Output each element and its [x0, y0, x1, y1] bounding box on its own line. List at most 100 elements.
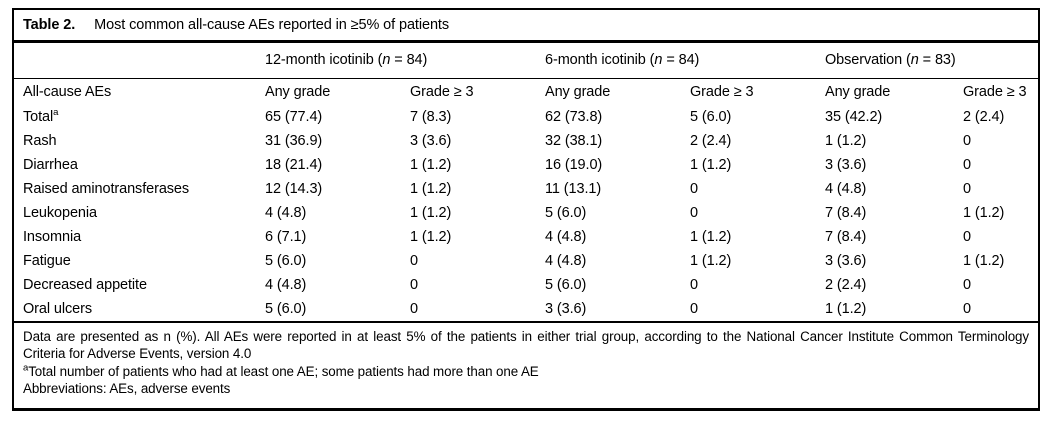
table-row: Rash 31 (36.9) 3 (3.6) 32 (38.1) 2 (2.4)… — [14, 129, 1038, 153]
column-header-grade-ge-3: Grade ≥ 3 — [690, 83, 754, 100]
table-cell: 16 (19.0) — [545, 156, 603, 173]
table-body: Totala 65 (77.4) 7 (8.3) 62 (73.8) 5 (6.… — [14, 105, 1038, 323]
table-cell: 0 — [963, 180, 971, 197]
table-cell: 5 (6.0) — [265, 252, 307, 269]
table-cell: 0 — [690, 300, 698, 317]
table-cell: 5 (6.0) — [545, 276, 587, 293]
table-cell: 4 (4.8) — [545, 252, 587, 269]
group-header-text: = 83) — [918, 52, 956, 69]
table-cell: 32 (38.1) — [545, 132, 603, 149]
column-header-grade-ge-3: Grade ≥ 3 — [410, 83, 474, 100]
column-header-all-cause-aes: All-cause AEs — [23, 83, 112, 100]
row-label: Decreased appetite — [14, 277, 265, 293]
table-cell: 4 (4.8) — [265, 276, 307, 293]
row-label-text: Diarrhea — [23, 156, 78, 173]
table-cell: 6 (7.1) — [265, 228, 307, 245]
table-cell: 0 — [690, 204, 698, 221]
table-cell: 1 (1.2) — [825, 132, 867, 149]
row-label: Leukopenia — [14, 205, 265, 221]
table-cell: 1 (1.2) — [690, 252, 732, 269]
superscript: a — [53, 106, 59, 118]
column-header-any-grade: Any grade — [545, 83, 611, 100]
table-cell: 0 — [410, 300, 418, 317]
group-header-text: Observation ( — [825, 52, 911, 69]
table-cell: 7 (8.4) — [825, 204, 867, 221]
table-cell: 3 (3.6) — [410, 132, 452, 149]
row-label: Totala — [14, 106, 265, 125]
row-label-text: Oral ulcers — [23, 300, 92, 317]
table-cell: 18 (21.4) — [265, 156, 323, 173]
group-header-text: 6-month icotinib ( — [545, 52, 655, 69]
row-label-text: Raised aminotransferases — [23, 180, 190, 197]
row-label-text: Total — [23, 108, 54, 125]
table-cell: 4 (4.8) — [825, 180, 867, 197]
table-cell: 3 (3.6) — [545, 300, 587, 317]
group-header-12-month: 12-month icotinib (n = 84) — [265, 52, 545, 68]
table-row: Decreased appetite 4 (4.8) 0 5 (6.0) 0 2… — [14, 273, 1038, 297]
group-header-observation: Observation (n = 83) — [825, 52, 1038, 68]
row-label: Diarrhea — [14, 157, 265, 173]
table-caption: Table 2. Most common all-cause AEs repor… — [14, 10, 1038, 43]
table-cell: 0 — [963, 276, 971, 293]
table-cell: 5 (6.0) — [690, 108, 732, 125]
table-cell: 62 (73.8) — [545, 108, 603, 125]
table-cell: 35 (42.2) — [825, 108, 883, 125]
row-label: Rash — [14, 133, 265, 149]
table-number-label: Table 2. — [23, 17, 76, 33]
row-label-text: Decreased appetite — [23, 276, 147, 293]
table-cell: 1 (1.2) — [410, 156, 452, 173]
table-cell: 12 (14.3) — [265, 180, 323, 197]
row-label: Fatigue — [14, 253, 265, 269]
superscript: a — [23, 362, 29, 374]
footnote-a-text: Total number of patients who had at leas… — [28, 363, 539, 379]
table-cell: 0 — [963, 132, 971, 149]
group-header-text: 12-month icotinib ( — [265, 52, 383, 69]
group-header-6-month: 6-month icotinib (n = 84) — [545, 52, 825, 68]
table-cell: 1 (1.2) — [410, 204, 452, 221]
table-cell: 1 (1.2) — [963, 252, 1005, 269]
column-header-grade-ge-3: Grade ≥ 3 — [963, 83, 1027, 100]
group-header-text: = 84) — [662, 52, 700, 69]
footnote-a: aTotal number of patients who had at lea… — [23, 363, 1029, 381]
group-header-n: n — [382, 52, 391, 69]
row-label-text: Leukopenia — [23, 204, 97, 221]
table-cell: 0 — [410, 276, 418, 293]
table-cell: 7 (8.4) — [825, 228, 867, 245]
table-cell: 11 (13.1) — [545, 180, 602, 197]
group-header-text: = 84) — [390, 52, 428, 69]
group-header-n: n — [654, 52, 663, 69]
table-row: Fatigue 5 (6.0) 0 4 (4.8) 1 (1.2) 3 (3.6… — [14, 249, 1038, 273]
table-cell: 1 (1.2) — [410, 228, 452, 245]
footnotes: Data are presented as n (%). All AEs wer… — [14, 323, 1038, 398]
footnote-general: Data are presented as n (%). All AEs wer… — [23, 328, 1029, 362]
table-cell: 1 (1.2) — [690, 156, 732, 173]
column-header-any-grade: Any grade — [265, 83, 331, 100]
table-row: Totala 65 (77.4) 7 (8.3) 62 (73.8) 5 (6.… — [14, 105, 1038, 129]
table-cell: 0 — [963, 300, 971, 317]
table-cell: 5 (6.0) — [545, 204, 587, 221]
table-cell: 0 — [690, 276, 698, 293]
table-frame: Table 2. Most common all-cause AEs repor… — [12, 8, 1040, 411]
table-cell: 4 (4.8) — [265, 204, 307, 221]
table-cell: 65 (77.4) — [265, 108, 323, 125]
row-label: Raised aminotransferases — [14, 181, 265, 197]
row-label-text: Rash — [23, 132, 57, 149]
column-header-row: All-cause AEs Any grade Grade ≥ 3 Any gr… — [14, 79, 1038, 105]
group-header-n: n — [910, 52, 919, 69]
table-cell: 1 (1.2) — [410, 180, 452, 197]
table-cell: 5 (6.0) — [265, 300, 307, 317]
footnote-abbreviations: Abbreviations: AEs, adverse events — [23, 381, 231, 396]
table-cell: 3 (3.6) — [825, 156, 867, 173]
table-cell: 2 (2.4) — [825, 276, 867, 293]
table-row: Insomnia 6 (7.1) 1 (1.2) 4 (4.8) 1 (1.2)… — [14, 225, 1038, 249]
table-cell: 1 (1.2) — [963, 204, 1005, 221]
table-title: Most common all-cause AEs reported in ≥5… — [94, 17, 449, 33]
table-cell: 4 (4.8) — [545, 228, 587, 245]
table-cell: 1 (1.2) — [690, 228, 732, 245]
column-header-any-grade: Any grade — [825, 83, 891, 100]
row-label-text: Insomnia — [23, 228, 82, 245]
row-label: Insomnia — [14, 229, 265, 245]
table-cell: 1 (1.2) — [825, 300, 867, 317]
table-row: Oral ulcers 5 (6.0) 0 3 (3.6) 0 1 (1.2) … — [14, 297, 1038, 321]
table-cell: 7 (8.3) — [410, 108, 452, 125]
